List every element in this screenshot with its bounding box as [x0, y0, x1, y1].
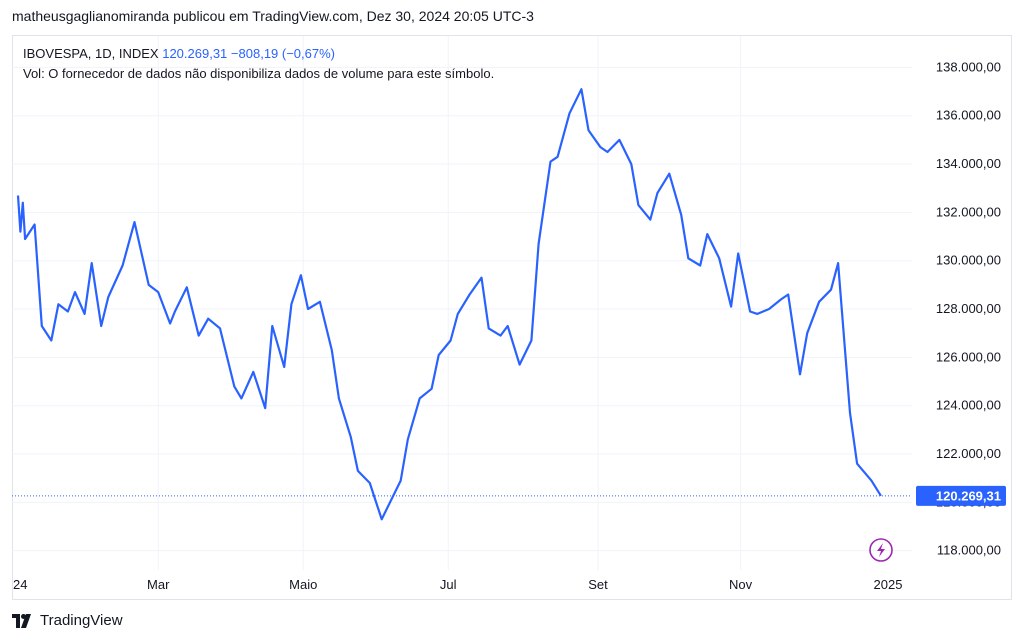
- y-tick-label: 118.000,00: [937, 543, 1001, 558]
- last-price-layer: 120.269,31: [12, 485, 1006, 506]
- tradingview-logo-icon: [12, 612, 34, 629]
- y-tick-label: 128.000,00: [936, 301, 1001, 316]
- y-tick-label: 134.000,00: [936, 156, 1001, 171]
- x-tick-label: Nov: [729, 577, 753, 592]
- last-value: 120.269,31: [162, 46, 228, 61]
- x-tick-label: 24: [13, 577, 27, 592]
- x-tick-label: Mar: [147, 577, 170, 592]
- y-tick-label: 130.000,00: [936, 253, 1001, 268]
- vertical-gridlines: [157, 36, 742, 570]
- price-line: [16, 88, 882, 521]
- y-tick-label: 122.000,00: [936, 446, 1001, 461]
- y-tick-label: 132.000,00: [936, 204, 1001, 219]
- symbol-label[interactable]: IBOVESPA, 1D, INDEX: [23, 46, 159, 61]
- chart-legend: IBOVESPA, 1D, INDEX 120.269,31 −808,19 (…: [23, 44, 494, 84]
- y-tick-label: 124.000,00: [936, 398, 1001, 413]
- y-tick-label: 126.000,00: [936, 349, 1001, 364]
- lightning-icon[interactable]: [869, 538, 893, 562]
- horizontal-gridlines: [12, 66, 912, 552]
- y-tick-label: 136.000,00: [936, 108, 1001, 123]
- footer-branding[interactable]: TradingView: [12, 612, 123, 629]
- x-tick-label: Set: [588, 577, 608, 592]
- x-axis: 24 Mar Maio Jul Set Nov 2025: [13, 577, 902, 592]
- attribution-text: matheusgaglianomiranda publicou em Tradi…: [12, 8, 534, 24]
- x-tick-label: Maio: [289, 577, 317, 592]
- x-tick-label: Jul: [440, 577, 457, 592]
- last-price-label: 120.269,31: [936, 488, 1001, 503]
- change-value: −808,19 (−0,67%): [230, 46, 335, 61]
- volume-note: Vol: O fornecedor de dados não disponibi…: [23, 66, 495, 81]
- last-price-badge: [916, 485, 1006, 506]
- chart-frame[interactable]: [12, 35, 1012, 600]
- y-tick-label: 138.000,00: [936, 59, 1001, 74]
- brand-name: TradingView: [40, 612, 123, 629]
- series-layer: [16, 88, 882, 521]
- x-tick-label: 2025: [874, 577, 903, 592]
- y-axis: 118.000,00120.000,00122.000,00124.000,00…: [936, 59, 1001, 557]
